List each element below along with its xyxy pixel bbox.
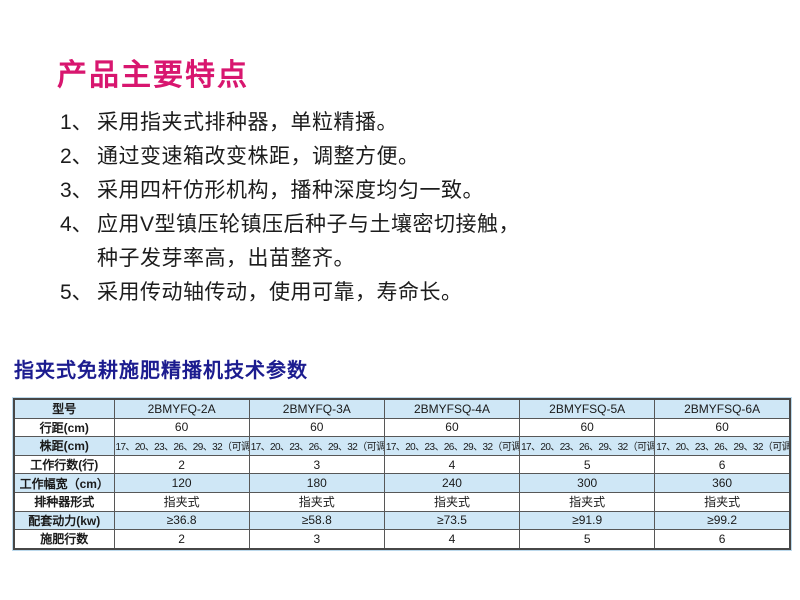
table-row: 工作幅宽（cm） 120 180 240 300 360	[13, 473, 791, 493]
spec-table: 型号 2BMYFQ-2A 2BMYFQ-3A 2BMYFSQ-4A 2BMYFSQ-5A…	[12, 397, 792, 551]
spec-cell: 180	[248, 473, 385, 493]
spec-cell: 300	[519, 473, 656, 493]
spec-cell: 指夹式	[654, 491, 791, 512]
spec-cell: 60	[654, 417, 791, 438]
feature-item: 4、 应用V型镇压轮镇压后种子与土壤密切接触， 种子发芽率高，出苗整齐。	[60, 208, 620, 276]
spec-cell: 指夹式	[383, 491, 521, 512]
row-label: 行距(cm)	[13, 417, 115, 438]
feature-item: 1、 采用指夹式排种器，单粒精播。	[60, 106, 620, 140]
spec-table-title: 指夹式免耕施肥精播机技术参数	[14, 360, 308, 382]
spec-cell: 4	[383, 529, 521, 550]
spec-cell: ≥73.5	[383, 510, 521, 531]
row-label: 配套动力(kw)	[13, 510, 115, 531]
row-label: 排种器形式	[13, 491, 115, 512]
feature-number: 2、	[60, 145, 93, 168]
features-title: 产品主要特点	[57, 59, 249, 92]
spec-cell: 2BMYFSQ-6A	[654, 398, 791, 419]
spec-cell: ≥58.8	[248, 510, 385, 531]
row-label: 株距(cm)	[13, 436, 115, 456]
spec-cell: 120	[113, 473, 250, 493]
table-header-row: 型号 2BMYFQ-2A 2BMYFQ-3A 2BMYFSQ-4A 2BMYFSQ-5A…	[13, 398, 791, 419]
spec-cell: 4	[383, 454, 521, 475]
spec-cell: 6	[654, 454, 791, 475]
feature-text: 应用V型镇压轮镇压后种子与土壤密切接触， 种子发芽率高，出苗整齐。	[97, 213, 521, 270]
table-row: 工作行数(行) 2 3 4 5 6	[13, 454, 791, 475]
spec-cell: 6	[654, 529, 791, 550]
spec-cell: 60	[519, 417, 656, 438]
table-row: 施肥行数 2 3 4 5 6	[13, 529, 791, 550]
feature-number: 5、	[60, 281, 93, 304]
feature-item: 5、 采用传动轴传动，使用可靠，寿命长。	[60, 276, 620, 310]
feature-number: 4、	[60, 213, 93, 236]
spec-cell: ≥99.2	[654, 510, 791, 531]
spec-cell: 60	[383, 417, 521, 438]
features-list: 1、 采用指夹式排种器，单粒精播。 2、 通过变速箱改变株距，调整方便。 3、 采用四杆仿…	[60, 106, 620, 310]
feature-text: 采用传动轴传动，使用可靠，寿命长。	[97, 281, 463, 304]
spec-cell: 17、20、23、26、29、32（可调）	[113, 436, 250, 456]
spec-cell: 17、20、23、26、29、32（可调）	[248, 436, 385, 456]
spec-cell: 5	[519, 529, 656, 550]
spec-cell: 60	[113, 417, 250, 438]
spec-cell: 指夹式	[248, 491, 385, 512]
spec-cell: 2BMYFQ-3A	[248, 398, 385, 419]
spec-cell: 2BMYFQ-2A	[113, 398, 250, 419]
feature-number: 1、	[60, 111, 93, 134]
spec-cell: ≥91.9	[519, 510, 656, 531]
feature-item: 3、 采用四杆仿形机构，播种深度均匀一致。	[60, 174, 620, 208]
table-row: 排种器形式 指夹式 指夹式 指夹式 指夹式 指夹式	[13, 491, 791, 512]
feature-text: 通过变速箱改变株距，调整方便。	[97, 145, 420, 168]
table-row: 行距(cm) 60 60 60 60 60	[13, 417, 791, 438]
feature-text: 采用指夹式排种器，单粒精播。	[97, 111, 398, 134]
spec-cell: 5	[519, 454, 656, 475]
spec-cell: 17、20、23、26、29、32（可调）	[519, 436, 656, 456]
row-label: 型号	[13, 398, 115, 419]
row-label: 工作幅宽（cm）	[13, 473, 115, 493]
spec-table-body: 型号 2BMYFQ-2A 2BMYFQ-3A 2BMYFSQ-4A 2BMYFSQ-5A…	[13, 398, 791, 550]
spec-cell: 240	[383, 473, 521, 493]
row-label: 工作行数(行)	[13, 454, 115, 475]
spec-cell: 17、20、23、26、29、32（可调）	[383, 436, 521, 456]
spec-cell: 指夹式	[113, 491, 250, 512]
spec-cell: 360	[654, 473, 791, 493]
spec-cell: 2BMYFSQ-4A	[383, 398, 521, 419]
spec-cell: 60	[248, 417, 385, 438]
table-row: 配套动力(kw) ≥36.8 ≥58.8 ≥73.5 ≥91.9 ≥99.2	[13, 510, 791, 531]
table-row: 株距(cm) 17、20、23、26、29、32（可调） 17、20、23、26、2…	[13, 436, 791, 456]
spec-cell: 指夹式	[519, 491, 656, 512]
spec-cell: 2	[113, 454, 250, 475]
spec-cell: 2	[113, 529, 250, 550]
spec-cell: 3	[248, 529, 385, 550]
spec-cell: 2BMYFSQ-5A	[519, 398, 656, 419]
feature-text: 采用四杆仿形机构，播种深度均匀一致。	[97, 179, 484, 202]
feature-number: 3、	[60, 179, 93, 202]
row-label: 施肥行数	[13, 529, 115, 550]
spec-cell: 3	[248, 454, 385, 475]
spec-cell: ≥36.8	[113, 510, 250, 531]
feature-item: 2、 通过变速箱改变株距，调整方便。	[60, 140, 620, 174]
spec-cell: 17、20、23、26、29、32（可调）	[654, 436, 791, 456]
